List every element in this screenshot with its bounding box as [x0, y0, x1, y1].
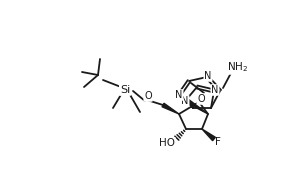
Text: N: N	[211, 85, 219, 95]
Text: Si: Si	[120, 85, 130, 95]
Text: O: O	[197, 94, 205, 104]
Text: N: N	[181, 96, 189, 106]
Polygon shape	[185, 98, 208, 114]
Text: N: N	[204, 71, 212, 81]
Text: HO: HO	[159, 138, 175, 148]
Polygon shape	[202, 129, 215, 141]
Text: NH$_2$: NH$_2$	[228, 60, 248, 74]
Text: O: O	[144, 91, 152, 101]
Polygon shape	[162, 103, 179, 114]
Text: F: F	[215, 137, 221, 147]
Text: N: N	[175, 90, 183, 100]
